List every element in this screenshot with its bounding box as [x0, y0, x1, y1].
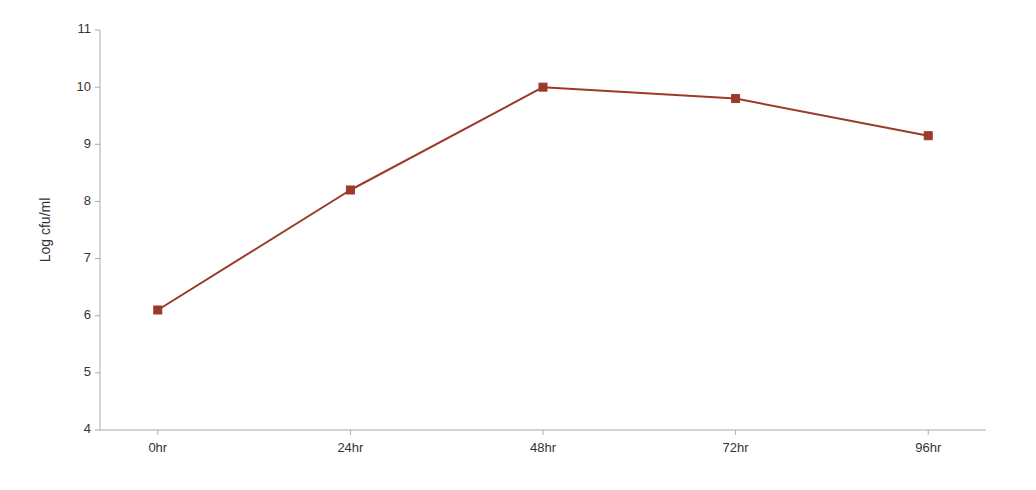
chart-container: 4 5 6 7 8 9 10 11 0hr 24hr 48hr 72hr 96hr Log cfu/ml: [0, 0, 1036, 490]
x-tick-label: 48hr: [530, 440, 557, 455]
data-point: [346, 186, 354, 194]
x-tick-label: 96hr: [915, 440, 942, 455]
y-tick-label: 8: [84, 193, 91, 208]
y-tick: [95, 258, 100, 259]
y-tick: [95, 144, 100, 145]
data-point: [154, 306, 162, 314]
data-point: [732, 95, 740, 103]
y-axis-label: Log cfu/ml: [37, 198, 53, 263]
x-tick-label: 24hr: [337, 440, 364, 455]
y-tick: [95, 372, 100, 373]
y-tick-label: 10: [77, 79, 91, 94]
chart-svg: 4 5 6 7 8 9 10 11 0hr 24hr 48hr 72hr 96hr Log cfu/ml: [0, 0, 1036, 490]
y-tick-label: 11: [78, 21, 92, 36]
y-tick: [95, 315, 100, 316]
y-tick: [95, 201, 100, 202]
x-tick: [157, 430, 158, 435]
data-point: [924, 132, 932, 140]
y-tick: [95, 430, 100, 431]
x-tick: [543, 430, 544, 435]
data-point: [539, 83, 547, 91]
y-tick-label: 7: [84, 250, 91, 265]
axes: 4 5 6 7 8 9 10 11 0hr 24hr 48hr 72hr 96hr: [77, 21, 986, 455]
data-line: [158, 87, 928, 310]
x-tick: [350, 430, 351, 435]
y-tick-label: 9: [84, 136, 91, 151]
x-tick-label: 0hr: [148, 440, 167, 455]
x-tick: [928, 430, 929, 435]
y-tick-label: 6: [84, 307, 91, 322]
plot-area: [154, 83, 932, 314]
y-tick: [95, 30, 100, 31]
y-tick-label: 4: [84, 421, 91, 436]
x-tick: [735, 430, 736, 435]
y-axis-line: [100, 30, 101, 430]
y-tick-label: 5: [84, 364, 91, 379]
x-tick-label: 72hr: [723, 440, 750, 455]
y-tick: [95, 87, 100, 88]
